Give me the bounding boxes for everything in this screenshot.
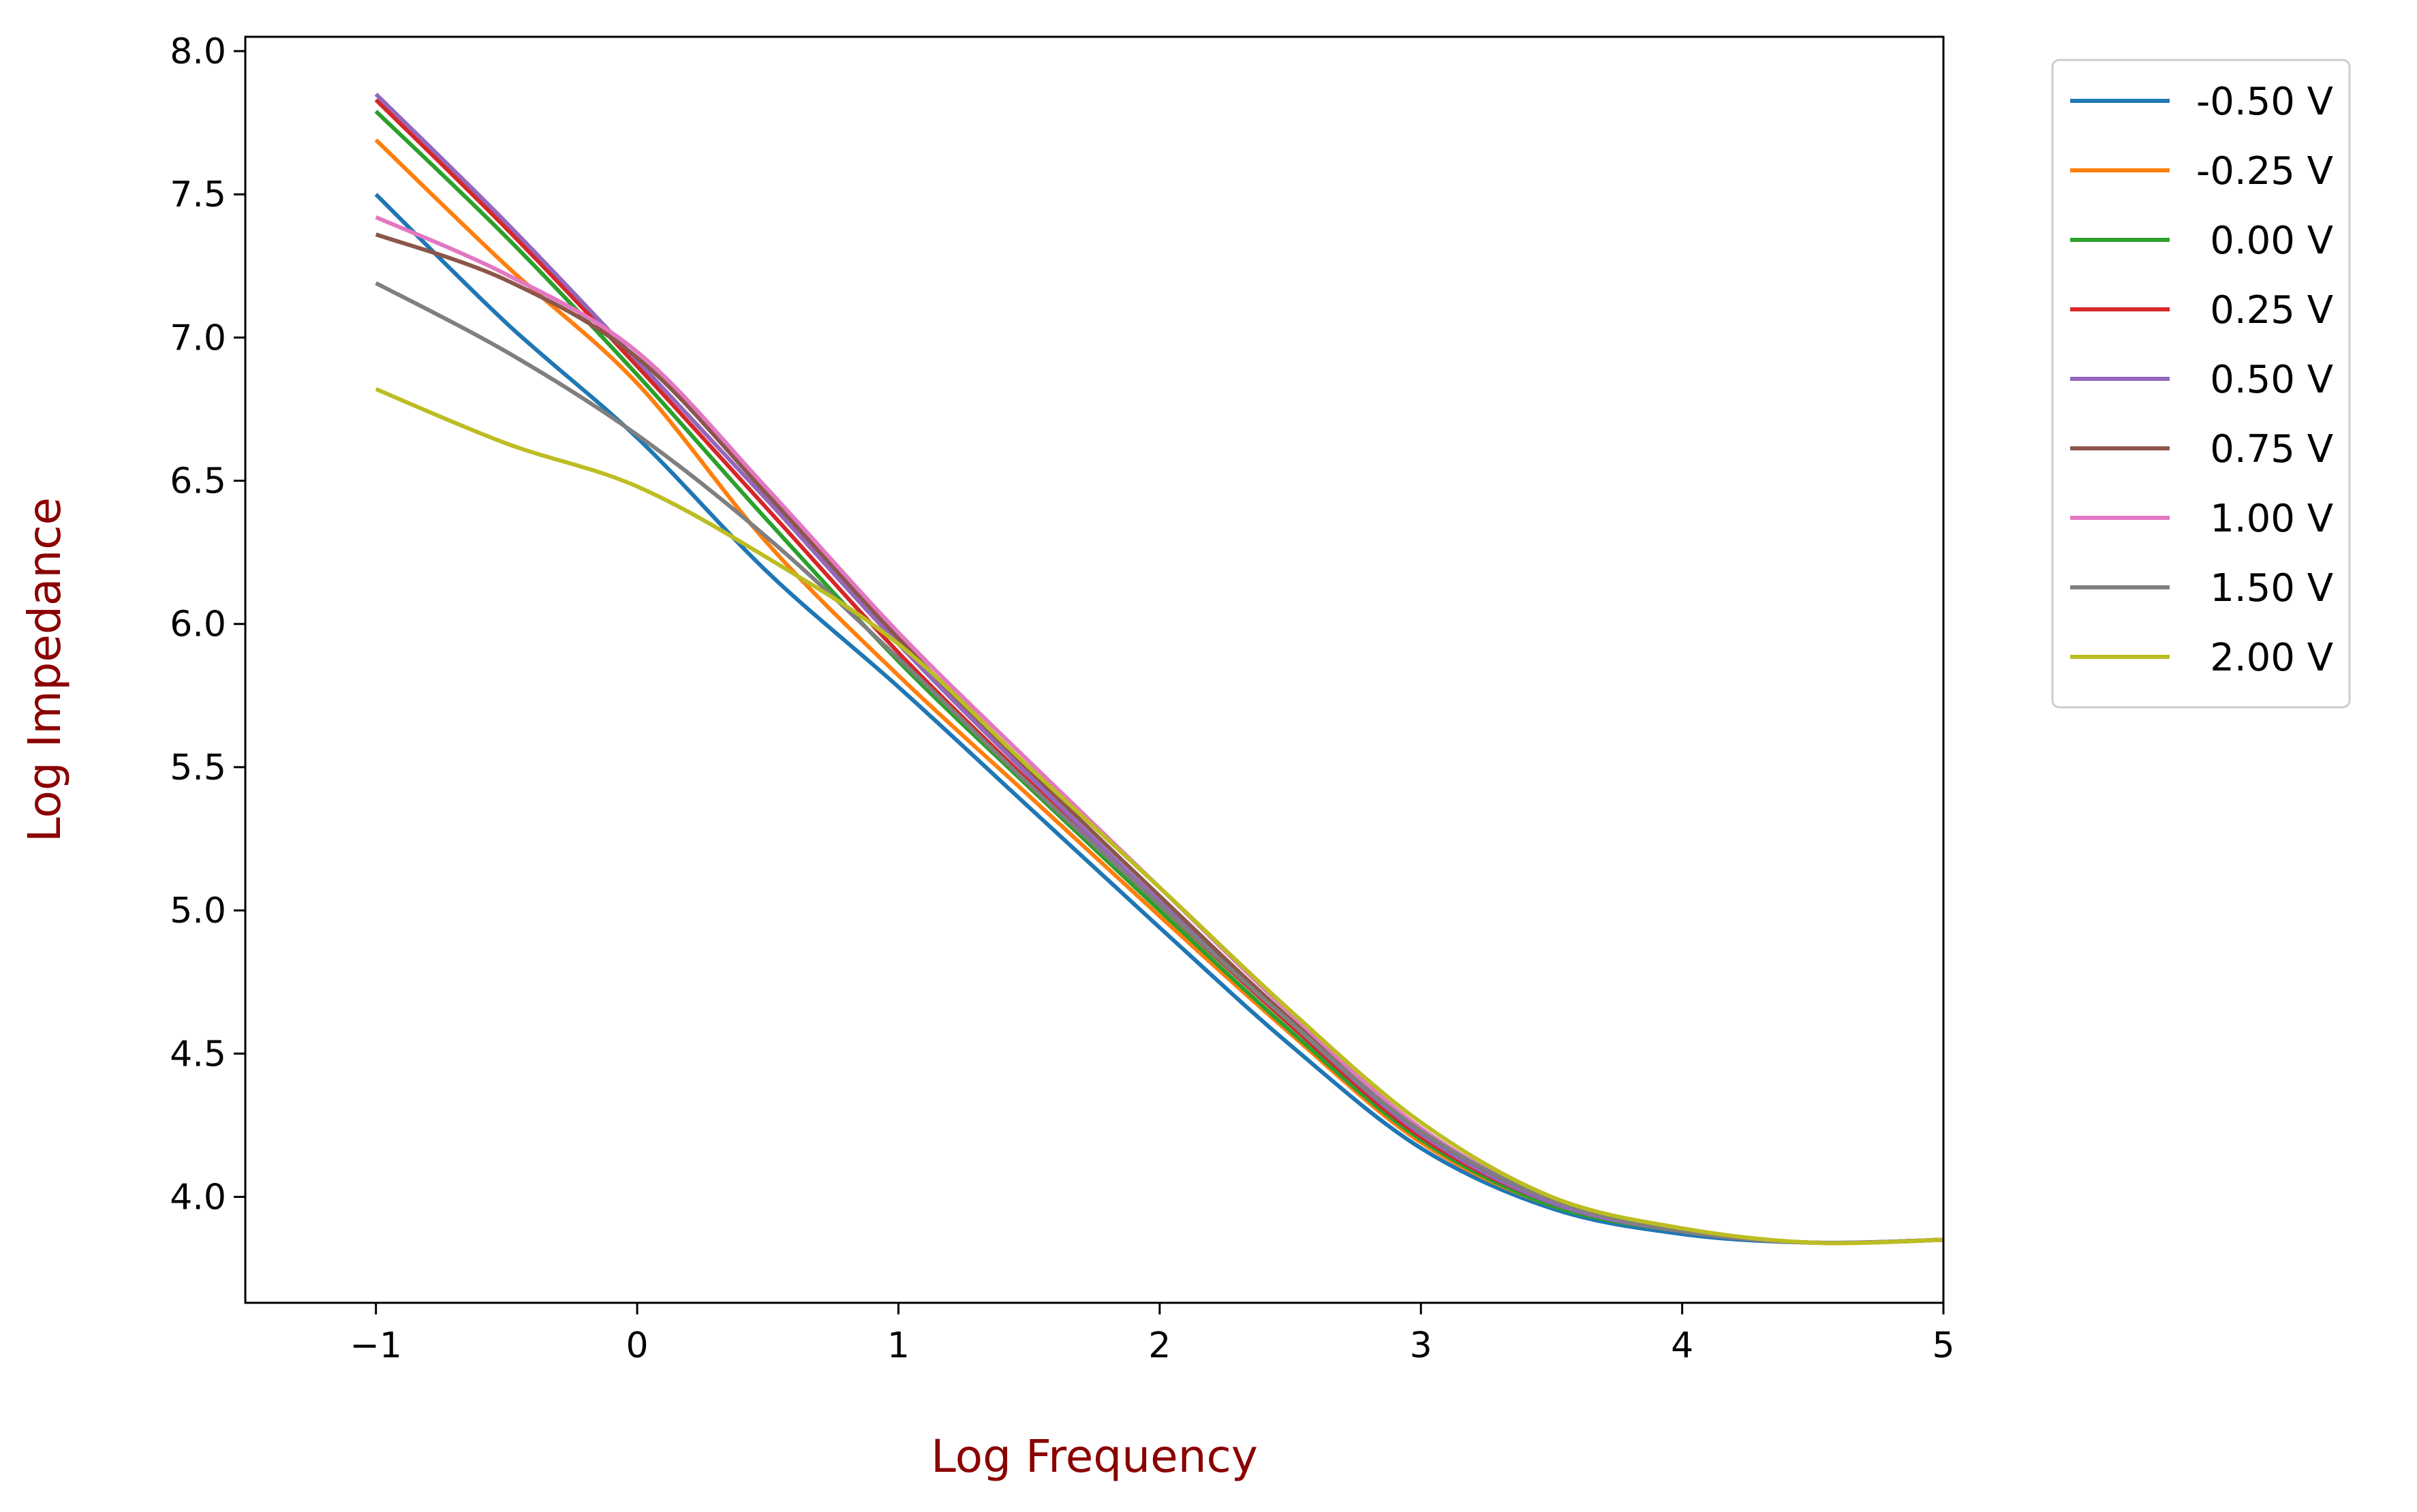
y-tick-label: 8.0 [170,31,226,72]
legend-label-2: 0.00 V [2210,219,2333,263]
y-tick-label: 5.0 [170,891,226,931]
x-tick-label: 2 [1148,1325,1171,1366]
y-axis-label: Log Impedance [18,497,71,842]
y-axis-ticks: 4.0 4.5 5.0 5.5 6.0 6.5 7.0 7.5 8.0 [170,31,245,1218]
x-tick-label: 0 [626,1325,649,1366]
x-axis-ticks: −1 0 1 2 3 4 5 [350,1303,1955,1366]
legend-label-7: 1.50 V [2210,566,2333,611]
plot-area-frame [244,35,1945,1304]
legend-label-6: 1.00 V [2210,497,2333,541]
legend-label-4: 0.50 V [2210,358,2333,402]
y-tick-label: 5.5 [170,747,226,788]
x-tick-label: 5 [1932,1325,1954,1366]
x-axis-label: Log Frequency [931,1430,1258,1483]
legend-box [2051,59,2351,709]
legend-label-8: 2.00 V [2210,636,2333,680]
y-tick-label: 7.0 [170,318,226,358]
y-tick-label: 7.5 [170,174,226,215]
legend-label-3: 0.25 V [2210,288,2333,333]
legend-label-5: 0.75 V [2210,427,2333,472]
x-tick-label: 3 [1410,1325,1432,1366]
x-tick-label: −1 [350,1325,402,1366]
y-tick-label: 6.5 [170,461,226,502]
series-line-0 [374,193,1943,1245]
series-lines [374,92,1943,1246]
y-tick-label: 4.5 [170,1034,226,1075]
series-line-8 [375,387,1943,1246]
legend-label-1: -0.25 V [2196,149,2333,194]
legend: -0.50 V -0.25 V 0.00 V 0.25 V 0.50 V 0.75 V 1.… [2051,59,2351,709]
y-tick-label: 4.0 [170,1177,226,1218]
x-tick-label: 1 [887,1325,910,1366]
x-tick-label: 4 [1671,1325,1693,1366]
y-tick-label: 6.0 [170,604,226,645]
series-line-7 [375,281,1943,1246]
legend-label-0: -0.50 V [2196,80,2333,124]
